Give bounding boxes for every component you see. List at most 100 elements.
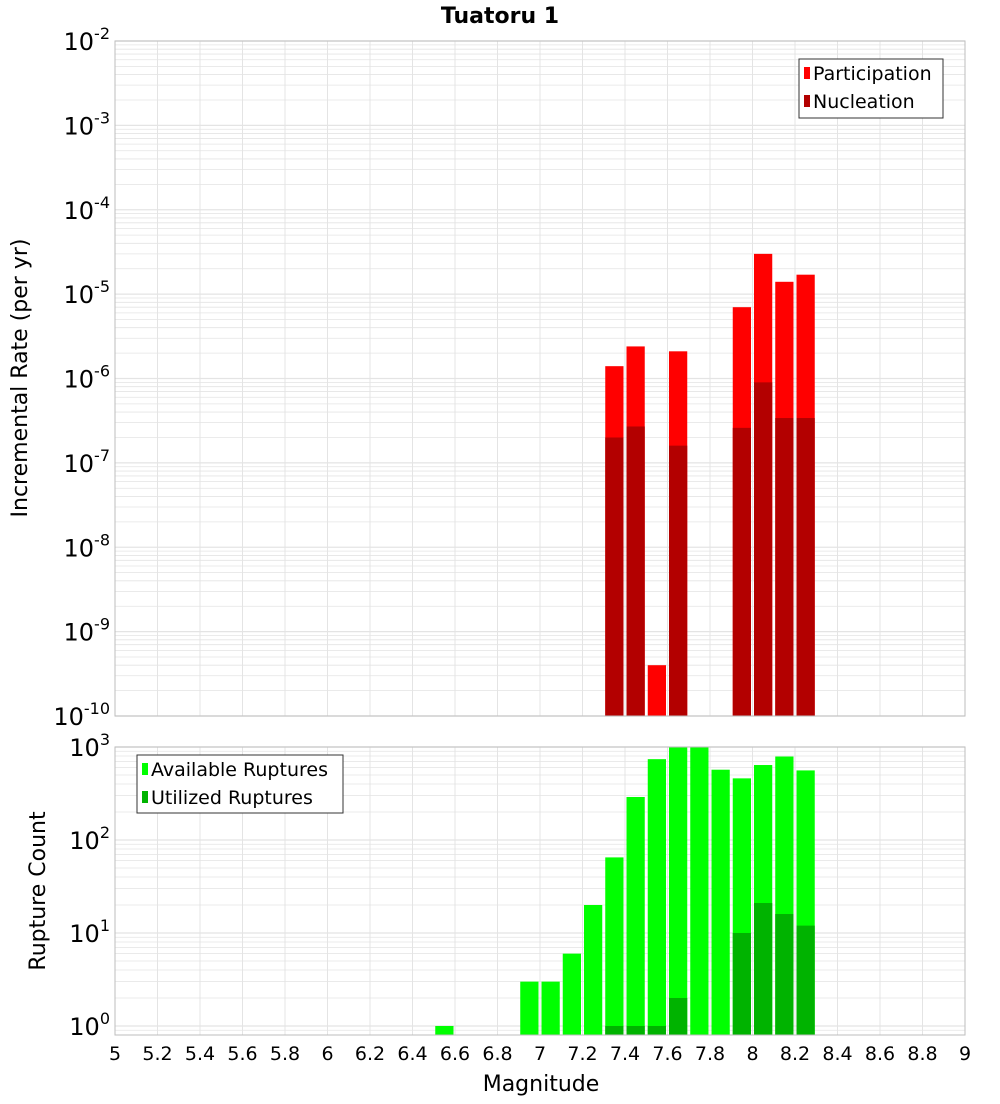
y-tick-label: 10-9 — [64, 615, 111, 647]
y-tick-label: 100 — [69, 1009, 110, 1041]
y-tick-base: 10 — [64, 112, 95, 140]
bar — [584, 904, 603, 1035]
y-tick-label: 10-10 — [53, 699, 110, 731]
x-tick-label: 8.6 — [865, 1043, 895, 1065]
y-axis-label-count: Rupture Count — [26, 811, 51, 971]
legend-label: Available Ruptures — [151, 759, 328, 781]
legend-swatch — [142, 763, 148, 775]
y-tick-exponent: 0 — [100, 1009, 110, 1028]
y-tick-base: 10 — [69, 734, 100, 762]
y-tick-exponent: 2 — [100, 823, 110, 842]
bar — [647, 1025, 666, 1035]
legend-box — [798, 58, 944, 119]
bar — [711, 769, 730, 1035]
x-tick-label: 7 — [534, 1043, 546, 1065]
y-tick-exponent: -4 — [94, 193, 110, 212]
y-tick-label: 103 — [69, 730, 110, 762]
bar — [754, 903, 773, 1035]
bar — [775, 914, 794, 1035]
bar — [605, 857, 624, 1035]
x-tick-label: 6.4 — [397, 1043, 427, 1065]
x-axis-label: Magnitude — [483, 1072, 600, 1097]
chart-legend: Participation Nucleation — [798, 58, 944, 119]
legend-label: Utilized Ruptures — [151, 787, 313, 809]
x-tick-label: 6.2 — [355, 1043, 385, 1065]
x-tick-label: 8.4 — [822, 1043, 852, 1065]
x-tick-label: 6 — [321, 1043, 333, 1065]
y-tick-exponent: -9 — [94, 615, 110, 634]
x-tick-label: 9 — [959, 1043, 971, 1065]
bar — [669, 445, 688, 716]
gridlines — [114, 746, 966, 1036]
chart-legend: Available Ruptures Utilized Ruptures — [136, 754, 344, 814]
x-tick-label: 5.2 — [142, 1043, 172, 1065]
plot-frame — [114, 746, 966, 1036]
x-tick-label: 5 — [109, 1043, 121, 1065]
bar — [647, 759, 666, 1035]
y-tick-exponent: 3 — [100, 730, 110, 749]
legend-swatch — [804, 95, 810, 107]
y-axis-label-rate: Incremental Rate (per yr) — [8, 239, 33, 518]
legend-label: Participation — [813, 63, 932, 85]
bar — [669, 747, 688, 1035]
y-tick-base: 10 — [64, 281, 95, 309]
bar — [626, 426, 645, 716]
bar — [732, 932, 751, 1035]
y-tick-exponent: -5 — [94, 277, 110, 296]
y-tick-label: 10-8 — [64, 530, 111, 562]
y-tick-label: 10-2 — [64, 24, 111, 56]
bar — [754, 382, 773, 716]
x-tick-label: 5.8 — [270, 1043, 300, 1065]
y-tick-base: 10 — [69, 920, 100, 948]
bar — [690, 747, 709, 1035]
y-tick-base: 10 — [64, 450, 95, 478]
y-tick-exponent: 1 — [100, 916, 110, 935]
bar — [541, 981, 560, 1035]
bar — [520, 981, 539, 1035]
bar — [669, 997, 688, 1035]
bar — [626, 1025, 645, 1035]
bar — [796, 418, 815, 716]
legend-swatch — [142, 791, 148, 803]
y-tick-base: 10 — [64, 366, 95, 394]
x-tick-label: 8.8 — [907, 1043, 937, 1065]
y-tick-base: 10 — [64, 619, 95, 647]
legend-box — [136, 754, 344, 814]
series-nucleation — [605, 382, 815, 716]
legend-swatch — [804, 67, 810, 79]
x-tick-label: 8 — [746, 1043, 758, 1065]
y-tick-base: 10 — [53, 703, 84, 731]
y-tick-base: 10 — [64, 197, 95, 225]
y-tick-label: 10-6 — [64, 362, 111, 394]
chart-title: Tuatoru 1 — [441, 4, 559, 29]
x-tick-label: 5.6 — [227, 1043, 257, 1065]
y-tick-label: 10-5 — [64, 277, 111, 309]
series-utilized-ruptures — [605, 903, 815, 1035]
y-tick-label: 102 — [69, 823, 110, 855]
x-tick-label: 7.2 — [567, 1043, 597, 1065]
bar — [605, 437, 624, 716]
plot-frame — [114, 40, 966, 717]
y-tick-exponent: -3 — [94, 108, 110, 127]
y-tick-base: 10 — [64, 28, 95, 56]
y-tick-base: 10 — [69, 827, 100, 855]
bar — [775, 418, 794, 716]
legend-label: Nucleation — [813, 91, 915, 113]
bar — [605, 1025, 624, 1035]
y-tick-label: 10-7 — [64, 446, 111, 478]
bar — [647, 665, 666, 716]
x-tick-label: 8.2 — [780, 1043, 810, 1065]
y-tick-exponent: -2 — [94, 24, 110, 43]
y-tick-label: 10-3 — [64, 108, 111, 140]
y-tick-base: 10 — [69, 1013, 100, 1041]
bar — [626, 796, 645, 1035]
bar — [435, 1025, 454, 1035]
y-tick-exponent: -7 — [94, 446, 110, 465]
y-tick-label: 10-4 — [64, 193, 111, 225]
x-tick-label: 6.8 — [482, 1043, 512, 1065]
y-tick-exponent: -10 — [84, 699, 110, 718]
x-tick-label: 7.4 — [610, 1043, 640, 1065]
x-tick-label: 7.6 — [652, 1043, 682, 1065]
